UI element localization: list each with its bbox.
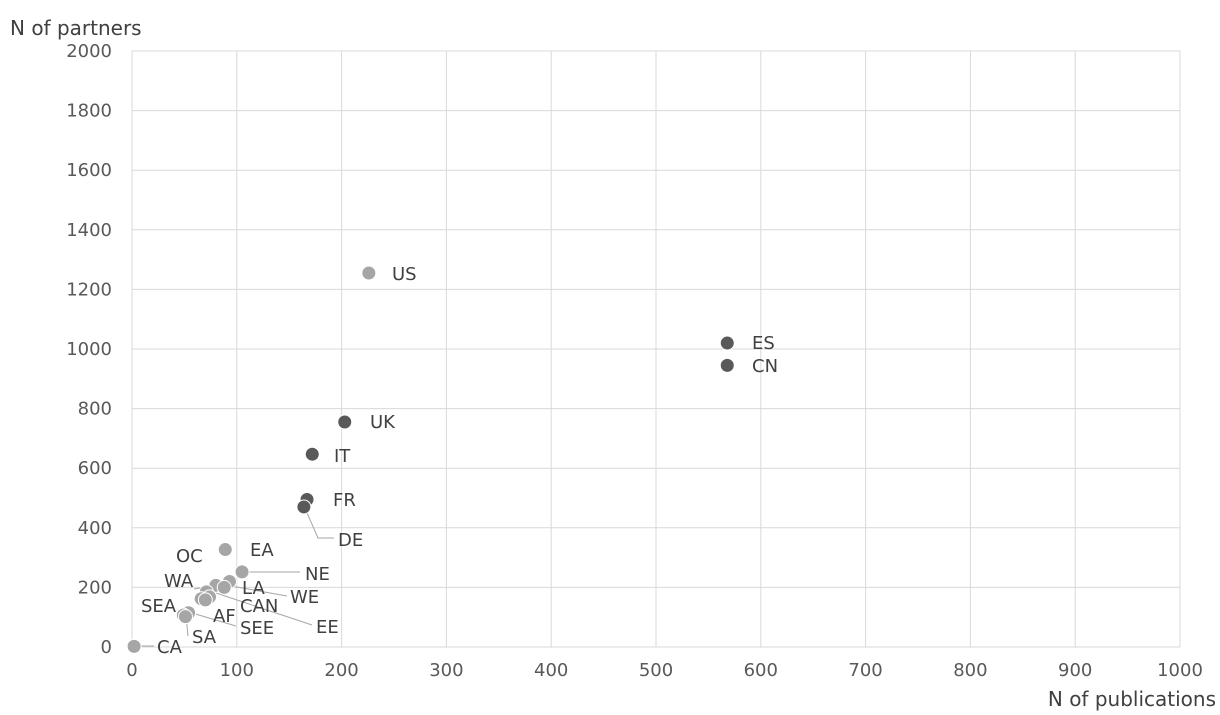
point-label-ee: EE — [316, 617, 339, 638]
point-ee: EE — [197, 592, 213, 608]
y-tick-label: 1200 — [66, 279, 112, 300]
point-label-ca: CA — [157, 637, 183, 658]
point-cn: CN — [719, 357, 735, 373]
y-tick-label: 1600 — [66, 160, 112, 181]
y-tick-label: 800 — [78, 399, 112, 420]
point-label-ea: EA — [250, 540, 274, 561]
x-tick-label: 600 — [744, 660, 778, 681]
x-tick-label: 900 — [1058, 660, 1092, 681]
y-axis-title: N of partners — [10, 16, 142, 40]
x-tick-label: 300 — [429, 660, 463, 681]
x-tick-label: 100 — [220, 660, 254, 681]
point-label-us: US — [392, 264, 417, 285]
point-la: LA — [216, 579, 232, 595]
point-ea: EA — [217, 542, 233, 558]
y-tick-labels: 0 200 400 600 800 1000 1200 1400 1600 1800 2000 — [66, 41, 112, 658]
data-points: USESCNUKITFRDEEANEOCWALAWECANAFEESEASEES… — [126, 265, 735, 654]
point-de: DE — [296, 499, 312, 515]
leader-ee — [215, 592, 313, 626]
point-ca: CA — [126, 638, 142, 654]
leader-de — [303, 505, 334, 539]
point-label-sea: SEA — [141, 596, 177, 617]
point-label-es: ES — [752, 333, 775, 354]
x-tick-label: 0 — [126, 660, 137, 681]
x-tick-label: 200 — [324, 660, 358, 681]
x-tick-label: 800 — [953, 660, 987, 681]
point-sa: SA — [177, 609, 193, 625]
x-tick-label: 1000 — [1157, 660, 1203, 681]
x-tick-label: 700 — [848, 660, 882, 681]
y-tick-label: 0 — [101, 637, 112, 658]
point-es: ES — [719, 335, 735, 351]
point-label-fr: FR — [333, 490, 356, 511]
point-label-can: CAN — [240, 596, 278, 617]
x-tick-label: 500 — [639, 660, 673, 681]
point-uk: UK — [337, 414, 353, 430]
y-tick-label: 600 — [78, 458, 112, 479]
leader-see — [191, 612, 237, 627]
grid-layer — [131, 50, 1181, 648]
x-tick-label: 400 — [534, 660, 568, 681]
point-it: IT — [304, 446, 320, 462]
point-label-oc: OC — [176, 546, 203, 567]
x-tick-labels: 0 100 200 300 400 500 600 700 800 900 1000 — [126, 660, 1203, 681]
point-label-cn: CN — [752, 356, 778, 377]
point-label-de: DE — [338, 530, 363, 551]
leader-we — [230, 585, 288, 597]
y-tick-label: 1000 — [66, 339, 112, 360]
point-label-uk: UK — [370, 412, 396, 433]
point-label-ne: NE — [305, 564, 330, 585]
point-label-sa: SA — [192, 627, 217, 648]
point-label-la: LA — [242, 578, 265, 599]
point-label-see: SEE — [240, 618, 274, 639]
point-label-it: IT — [334, 446, 351, 467]
y-tick-label: 1400 — [66, 220, 112, 241]
y-tick-label: 400 — [78, 518, 112, 539]
y-tick-label: 1800 — [66, 101, 112, 122]
x-axis-title: N of publications — [1048, 687, 1216, 711]
point-ne: NE — [234, 564, 250, 580]
point-label-wa: WA — [164, 571, 194, 592]
y-tick-label: 2000 — [66, 41, 112, 62]
point-us: US — [361, 265, 377, 281]
point-label-we: WE — [290, 587, 319, 608]
y-tick-label: 200 — [78, 577, 112, 598]
point-label-af: AF — [213, 606, 236, 627]
